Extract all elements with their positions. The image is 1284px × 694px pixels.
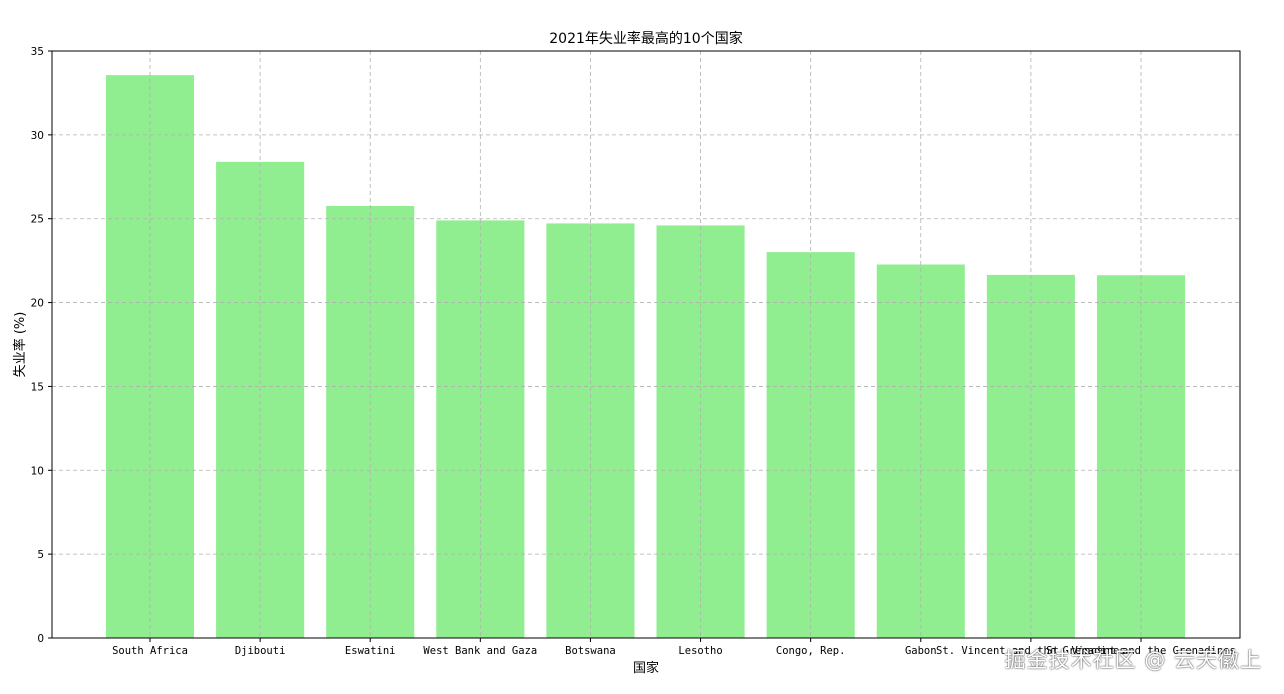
x-axis-ticks: South Africa Djibouti Eswatini West Bank an…: [112, 638, 1236, 657]
plot-frame: [51, 50, 1241, 639]
y-tick-label: 10: [31, 465, 44, 477]
y-tick-label: 30: [31, 130, 44, 142]
y-tick-label: 0: [37, 633, 44, 645]
bars: [105, 75, 1186, 639]
y-tick-label: 15: [31, 381, 44, 393]
x-tick-label: St. Vincent and the Grenadines: [936, 645, 1126, 657]
x-tick-label: Gabon: [905, 645, 937, 657]
x-tick-label: Botswana: [565, 645, 616, 657]
y-tick-label: 5: [37, 549, 44, 561]
x-tick-label: Djibouti: [235, 645, 286, 657]
y-axis-ticks: 0 5 10 15 20 25 30 35: [31, 46, 52, 645]
x-tick-label: Lesotho: [678, 645, 722, 657]
watermark: 掘金技术社区 @ 云天徽上: [1004, 648, 1262, 672]
y-tick-label: 35: [31, 46, 44, 58]
x-tick-label: Congo, Rep.: [776, 645, 846, 657]
y-tick-label: 25: [31, 214, 44, 226]
x-tick-label: South Africa: [112, 645, 188, 657]
y-tick-label: 20: [31, 298, 44, 310]
y-axis-label: 失业率 (%): [12, 312, 28, 378]
x-tick-label: Eswatini: [345, 645, 396, 657]
chart-title: 2021年失业率最高的10个国家: [549, 30, 742, 47]
x-tick-label: West Bank and Gaza: [423, 645, 537, 657]
x-axis-label: 国家: [633, 660, 659, 676]
x-tick-label: St. Vincent and the Grenadines: [1046, 645, 1236, 657]
